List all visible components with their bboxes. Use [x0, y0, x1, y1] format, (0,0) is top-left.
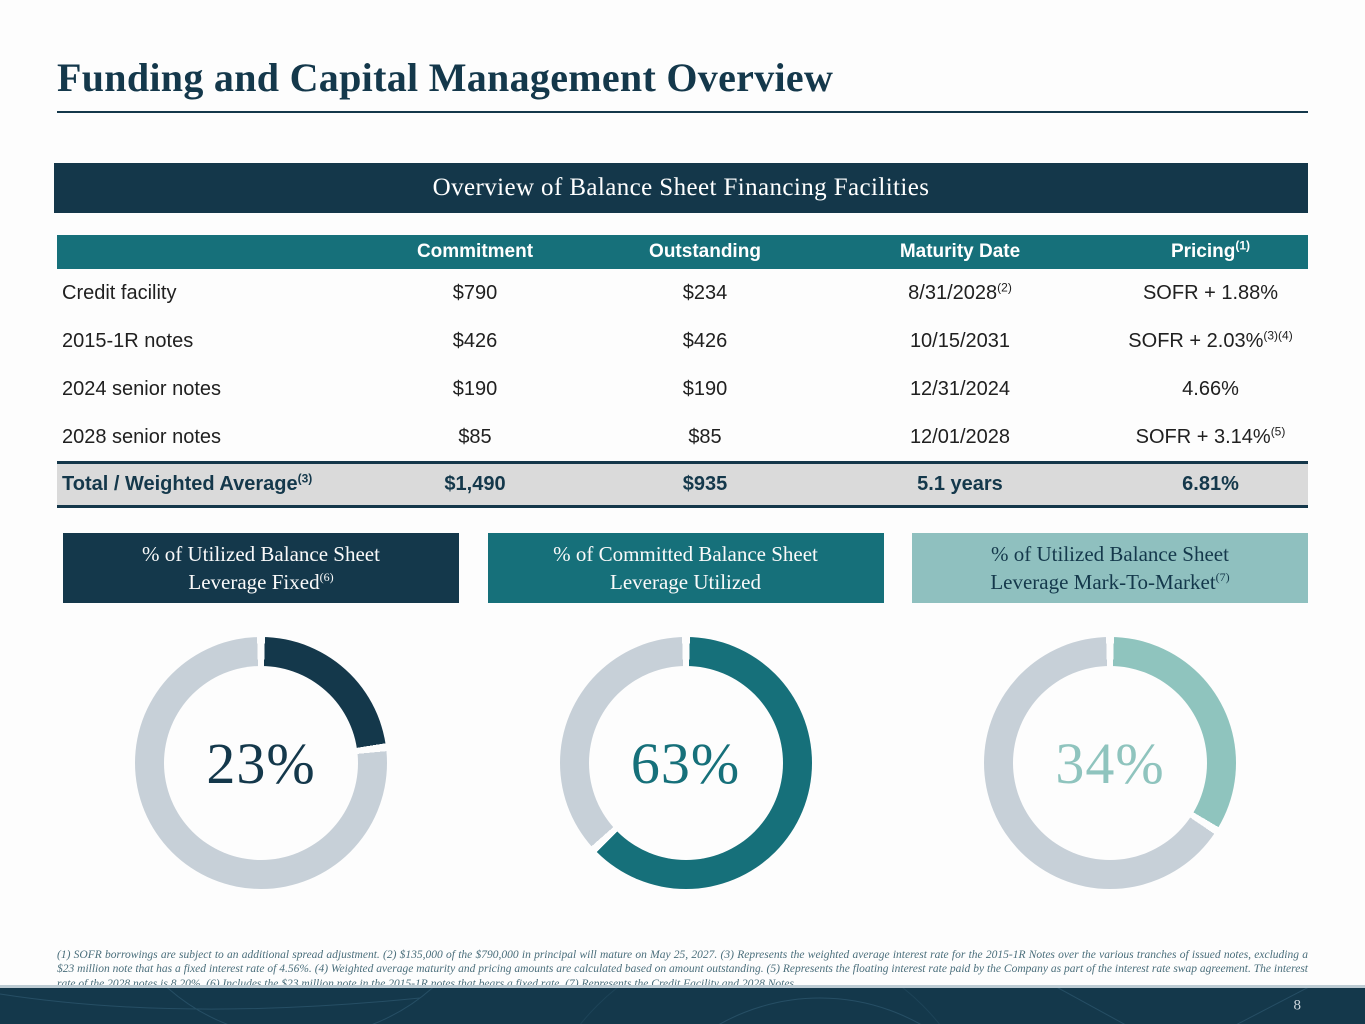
cell-facility-name: 2024 senior notes	[62, 377, 222, 400]
donut-chart-leverage-utilized: 63%	[488, 637, 884, 889]
table-banner-title: Overview of Balance Sheet Financing Faci…	[432, 174, 930, 201]
column-header-commitment: Commitment	[416, 241, 534, 262]
chart-header-leverage-utilized: % of Committed Balance Sheet Leverage Ut…	[487, 533, 884, 603]
chart-header-mark-to-market: % of Utilized Balance Sheet Leverage Mar…	[912, 533, 1308, 603]
table-row: 2015-1R notes $426 $426 10/15/2031 SOFR …	[57, 317, 1308, 365]
cell-outstanding: $426	[682, 329, 728, 352]
slide-header: Funding and Capital Management Overview	[57, 56, 1308, 113]
donut-ring: 23%	[135, 637, 387, 889]
footer-decoration	[0, 988, 1309, 1024]
cell-outstanding: $190	[682, 377, 728, 400]
table-row: 2024 senior notes $190 $190 12/31/2024 4…	[57, 365, 1308, 413]
column-header-pricing: Pricing(1)	[1170, 238, 1251, 262]
cell-facility-name: 2015-1R notes	[62, 329, 194, 352]
cell-commitment: $790	[452, 281, 498, 304]
chart-footnote-ref: (7)	[1215, 570, 1230, 584]
cell-commitment: $85	[458, 425, 492, 448]
table-total-row: Total / Weighted Average(3) $1,490 $935 …	[57, 461, 1308, 508]
table-banner: Overview of Balance Sheet Financing Faci…	[54, 163, 1308, 213]
table-header-row: Commitment Outstanding Maturity Date Pri…	[57, 235, 1308, 269]
cell-facility-name: 2028 senior notes	[62, 425, 222, 448]
cell-outstanding: $85	[688, 425, 722, 448]
donut-value-label: 34%	[1055, 730, 1165, 796]
pricing-footnote-ref: (5)	[1270, 423, 1286, 438]
cell-commitment: $190	[452, 377, 498, 400]
page-title: Funding and Capital Management Overview	[57, 55, 834, 100]
title-underline	[57, 111, 1308, 113]
chart-header-line1: % of Utilized Balance Sheet	[991, 542, 1229, 566]
cell-pricing: SOFR + 1.88%	[1142, 281, 1279, 304]
chart-footnote-ref: (6)	[319, 570, 334, 584]
table-row: Credit facility $790 $234 8/31/2028(2) S…	[57, 269, 1308, 317]
cell-total-outstanding: $935	[682, 473, 728, 495]
chart-header-line2: Leverage Utilized	[610, 570, 761, 594]
chart-header-line1: % of Committed Balance Sheet	[553, 542, 818, 566]
cell-pricing: SOFR + 3.14%(5)	[1135, 423, 1286, 448]
column-header-outstanding: Outstanding	[649, 241, 761, 262]
table-row: 2028 senior notes $85 $85 12/01/2028 SOF…	[57, 413, 1308, 461]
donut-ring: 34%	[984, 637, 1236, 889]
donut-chart-mark-to-market: 34%	[912, 637, 1308, 889]
page-number: 8	[1293, 997, 1302, 1014]
column-header-maturity: Maturity Date	[899, 241, 1021, 262]
pricing-footnote-ref: (3)(4)	[1263, 327, 1293, 342]
chart-header-line2: Leverage Mark-To-Market(7)	[990, 570, 1230, 594]
donut-hole: 23%	[164, 666, 358, 860]
footer-bar: 8	[0, 985, 1365, 1024]
chart-header-line1: % of Utilized Balance Sheet	[142, 542, 380, 566]
chart-header-row: % of Utilized Balance Sheet Leverage Fix…	[63, 533, 1308, 603]
donut-hole: 63%	[588, 666, 783, 860]
donut-ring: 63%	[559, 637, 812, 889]
chart-header-line2: Leverage Fixed(6)	[188, 570, 334, 594]
donut-value-label: 63%	[630, 730, 741, 796]
pricing-footnote-ref: (1)	[1235, 238, 1251, 253]
cell-pricing: 4.66%	[1182, 377, 1239, 400]
cell-maturity: 10/15/2031	[909, 329, 1011, 352]
facilities-table: Commitment Outstanding Maturity Date Pri…	[57, 235, 1308, 508]
cell-total-pricing: 6.81%	[1182, 473, 1239, 495]
donut-hole: 34%	[1013, 666, 1207, 860]
cell-outstanding: $234	[682, 281, 728, 304]
maturity-footnote-ref: (2)	[997, 279, 1012, 294]
donut-value-label: 23%	[206, 730, 316, 796]
cell-total-label: Total / Weighted Average(3)	[62, 471, 313, 495]
cell-maturity: 12/01/2028	[909, 425, 1011, 448]
total-footnote-ref: (3)	[297, 471, 313, 486]
cell-facility-name: Credit facility	[62, 281, 177, 304]
cell-maturity: 8/31/2028(2)	[908, 279, 1012, 304]
chart-header-leverage-fixed: % of Utilized Balance Sheet Leverage Fix…	[63, 533, 459, 603]
cell-commitment: $426	[452, 329, 498, 352]
cell-total-commitment: $1,490	[444, 473, 506, 495]
cell-maturity: 12/31/2024	[909, 377, 1011, 400]
cell-pricing: SOFR + 2.03%(3)(4)	[1128, 327, 1293, 352]
donut-chart-leverage-fixed: 23%	[63, 637, 459, 889]
cell-total-maturity: 5.1 years	[917, 473, 1003, 495]
donut-chart-row: 23% 63% 34%	[63, 637, 1308, 889]
